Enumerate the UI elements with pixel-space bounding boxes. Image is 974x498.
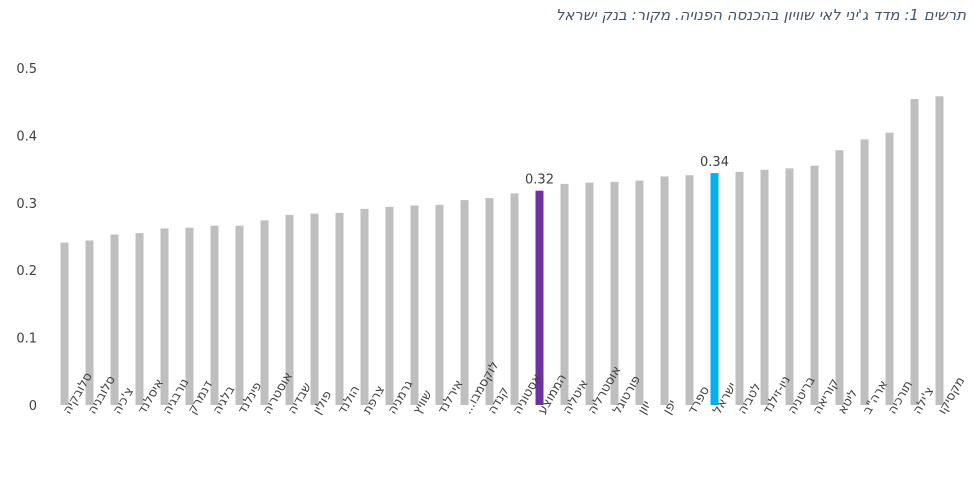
chart-caption: תרשים 1: מדד ג'יני לאי שוויון בהכנסה הפנ… xyxy=(555,6,966,24)
bar xyxy=(810,165,819,405)
bar xyxy=(235,225,244,405)
bar xyxy=(410,205,419,405)
bar xyxy=(735,171,744,405)
bar xyxy=(635,180,644,405)
bar xyxy=(260,220,269,405)
bar xyxy=(560,183,569,405)
bar xyxy=(160,228,169,405)
bar xyxy=(610,181,619,405)
bar xyxy=(760,169,769,405)
data-labels: 0.32 0.34 xyxy=(525,155,729,188)
bar-series xyxy=(60,96,944,406)
data-label: 0.34 xyxy=(700,155,729,170)
bar xyxy=(485,198,494,405)
bar xyxy=(660,176,669,405)
bar xyxy=(285,214,294,405)
bar xyxy=(385,206,394,405)
bar xyxy=(585,182,594,405)
bar xyxy=(135,233,144,405)
x-tick-label: יוון xyxy=(634,398,653,417)
bar xyxy=(835,150,844,405)
x-tick-label: יפן xyxy=(659,397,679,417)
y-tick-label: 0.3 xyxy=(16,197,37,212)
y-tick-label: 0.5 xyxy=(16,62,37,77)
bar xyxy=(685,175,694,405)
y-axis: 0 0.1 0.2 0.3 0.4 0.5 xyxy=(16,62,37,414)
y-tick-label: 0.1 xyxy=(16,332,37,347)
bar xyxy=(910,99,919,405)
bar xyxy=(60,242,69,405)
y-tick-label: 0.4 xyxy=(16,129,37,144)
bar xyxy=(510,193,519,405)
bar xyxy=(535,190,544,405)
bar xyxy=(935,96,944,406)
bar xyxy=(360,208,369,405)
bar xyxy=(110,234,119,405)
bar xyxy=(460,200,469,405)
y-tick-label: 0 xyxy=(29,399,37,414)
bar xyxy=(860,139,869,405)
bar xyxy=(785,168,794,405)
bar xyxy=(435,204,444,405)
bar xyxy=(85,240,94,405)
data-label: 0.32 xyxy=(525,173,554,188)
bar xyxy=(335,212,344,405)
bar xyxy=(210,225,219,405)
y-tick-label: 0.2 xyxy=(16,264,37,279)
bar xyxy=(710,173,719,405)
bar xyxy=(885,132,894,405)
bar xyxy=(310,213,319,405)
bar xyxy=(185,227,194,405)
